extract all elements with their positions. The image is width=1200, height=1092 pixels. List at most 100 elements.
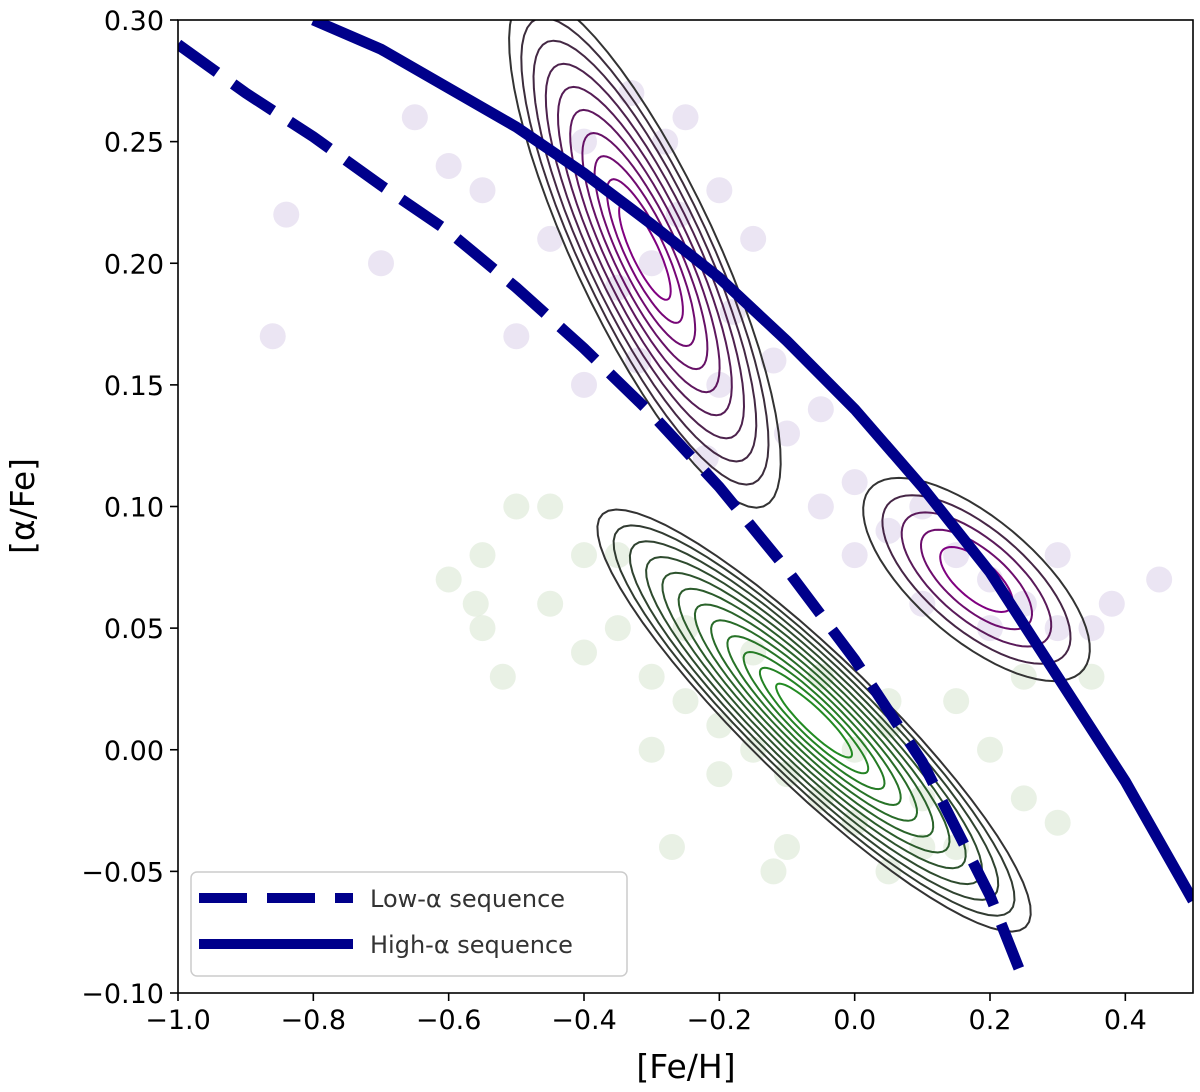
low-alpha-point	[604, 615, 631, 642]
high-alpha-point	[571, 371, 597, 398]
low-alpha-point	[435, 566, 462, 593]
x-tick-label: −1.0	[145, 1005, 211, 1036]
low-alpha-contour	[726, 635, 902, 807]
low-alpha-contour	[693, 603, 935, 838]
x-tick-label: 0.0	[833, 1005, 876, 1036]
low-alpha-contour	[710, 619, 919, 822]
high-alpha-point	[401, 104, 428, 131]
density-contours	[508, 20, 1091, 933]
y-axis-label: [α/Fe]	[3, 458, 42, 554]
low-alpha-point	[571, 639, 597, 666]
low-alpha-contour	[645, 555, 984, 886]
axis-ticks: −1.0 −0.8 −0.6 −0.4 −0.2 0.0 0.2 0.4 −0.10 −0.05 0…	[81, 6, 1147, 1036]
high-alpha-point	[672, 104, 699, 131]
high-alpha-point	[841, 542, 868, 569]
low-alpha-point	[807, 785, 834, 812]
y-tick-label: 0.05	[104, 614, 164, 645]
low-alpha-point	[1044, 809, 1071, 836]
high-alpha-point	[435, 152, 462, 179]
high-alpha-contour	[544, 62, 746, 440]
low-alpha-point	[489, 663, 516, 690]
high-alpha-point	[909, 590, 936, 617]
high-alpha-point	[774, 420, 800, 447]
high-alpha-point	[807, 396, 834, 423]
low-alpha-point	[462, 590, 489, 617]
low-alpha-point	[638, 736, 665, 763]
low-alpha-point	[604, 542, 631, 569]
high-alpha-contour	[520, 20, 770, 486]
high-alpha-point	[807, 493, 834, 520]
high-alpha-point	[638, 250, 665, 277]
high-alpha-contour	[593, 155, 697, 348]
y-tick-label: −0.10	[81, 979, 164, 1010]
high-alpha-contour	[532, 39, 758, 463]
low-alpha-point	[469, 615, 496, 642]
high-alpha-contour	[618, 201, 672, 301]
x-tick-label: 0.2	[969, 1005, 1012, 1036]
x-axis-label: [Fe/H]	[636, 1047, 735, 1086]
high-alpha-point	[841, 469, 868, 496]
y-tick-label: 0.10	[104, 493, 164, 524]
low-alpha-point	[469, 542, 496, 569]
high-alpha-point	[706, 371, 733, 398]
legend: Low-α sequence High-α sequence	[190, 871, 628, 977]
high-alpha-point	[760, 347, 787, 374]
low-alpha-point	[1010, 785, 1037, 812]
plot-frame	[177, 19, 1194, 994]
low-alpha-contour	[596, 508, 1032, 933]
y-tick-label: 0.30	[104, 6, 164, 37]
low-alpha-point	[977, 736, 1003, 763]
low-alpha-point	[760, 858, 787, 885]
high-alpha-point	[740, 225, 767, 252]
low-alpha-point	[706, 712, 733, 739]
y-tick-label: 0.20	[104, 249, 164, 280]
high-alpha-point	[259, 323, 286, 350]
y-tick-label: 0.00	[104, 736, 164, 767]
high-alpha-point	[1044, 542, 1071, 569]
y-tick-label: −0.05	[81, 857, 164, 888]
high-alpha-point	[503, 323, 530, 350]
low-alpha-contour	[612, 524, 1016, 917]
low-alpha-contour	[742, 650, 886, 791]
low-alpha-point	[571, 542, 597, 569]
y-tick-label: 0.15	[104, 371, 164, 402]
low-alpha-contour	[677, 587, 951, 854]
high-alpha-point	[618, 79, 645, 106]
high-alpha-contour	[508, 20, 782, 509]
low-alpha-contour	[661, 571, 967, 870]
high-alpha-contour	[881, 494, 1072, 665]
low-alpha-contour	[758, 666, 870, 775]
low-alpha-point	[537, 590, 564, 617]
high-alpha-point	[977, 615, 1003, 642]
high-alpha-point	[1146, 566, 1173, 593]
low-alpha-point	[706, 761, 733, 788]
low-alpha-point	[638, 663, 665, 690]
low-alpha-point	[774, 834, 800, 861]
high-alpha-point	[273, 201, 300, 228]
x-tick-label: −0.8	[281, 1005, 347, 1036]
low-alpha-point	[503, 493, 530, 520]
low-alpha-point	[537, 493, 564, 520]
high-alpha-contour	[862, 476, 1091, 683]
low-alpha-point	[672, 688, 699, 715]
x-tick-label: −0.2	[687, 1005, 753, 1036]
legend-low-alpha-label: Low-α sequence	[370, 885, 565, 913]
high-alpha-point	[469, 177, 496, 204]
high-alpha-point	[665, 201, 692, 228]
high-alpha-point	[1078, 615, 1105, 642]
low-alpha-contour	[775, 682, 854, 759]
high-alpha-point	[706, 177, 733, 204]
sequence-lines	[178, 20, 1193, 983]
low-alpha-point	[943, 688, 970, 715]
high-alpha-point	[1098, 590, 1125, 617]
high-alpha-point	[875, 517, 902, 544]
low-alpha-point	[1078, 663, 1105, 690]
high-alpha-point	[368, 250, 394, 277]
low-alpha-sequence-line	[178, 39, 1029, 983]
y-tick-label: 0.25	[104, 128, 164, 159]
high-alpha-point	[537, 225, 564, 252]
legend-high-alpha-label: High-α sequence	[370, 931, 573, 959]
high-alpha-contour	[900, 511, 1053, 648]
x-tick-label: 0.4	[1104, 1005, 1147, 1036]
